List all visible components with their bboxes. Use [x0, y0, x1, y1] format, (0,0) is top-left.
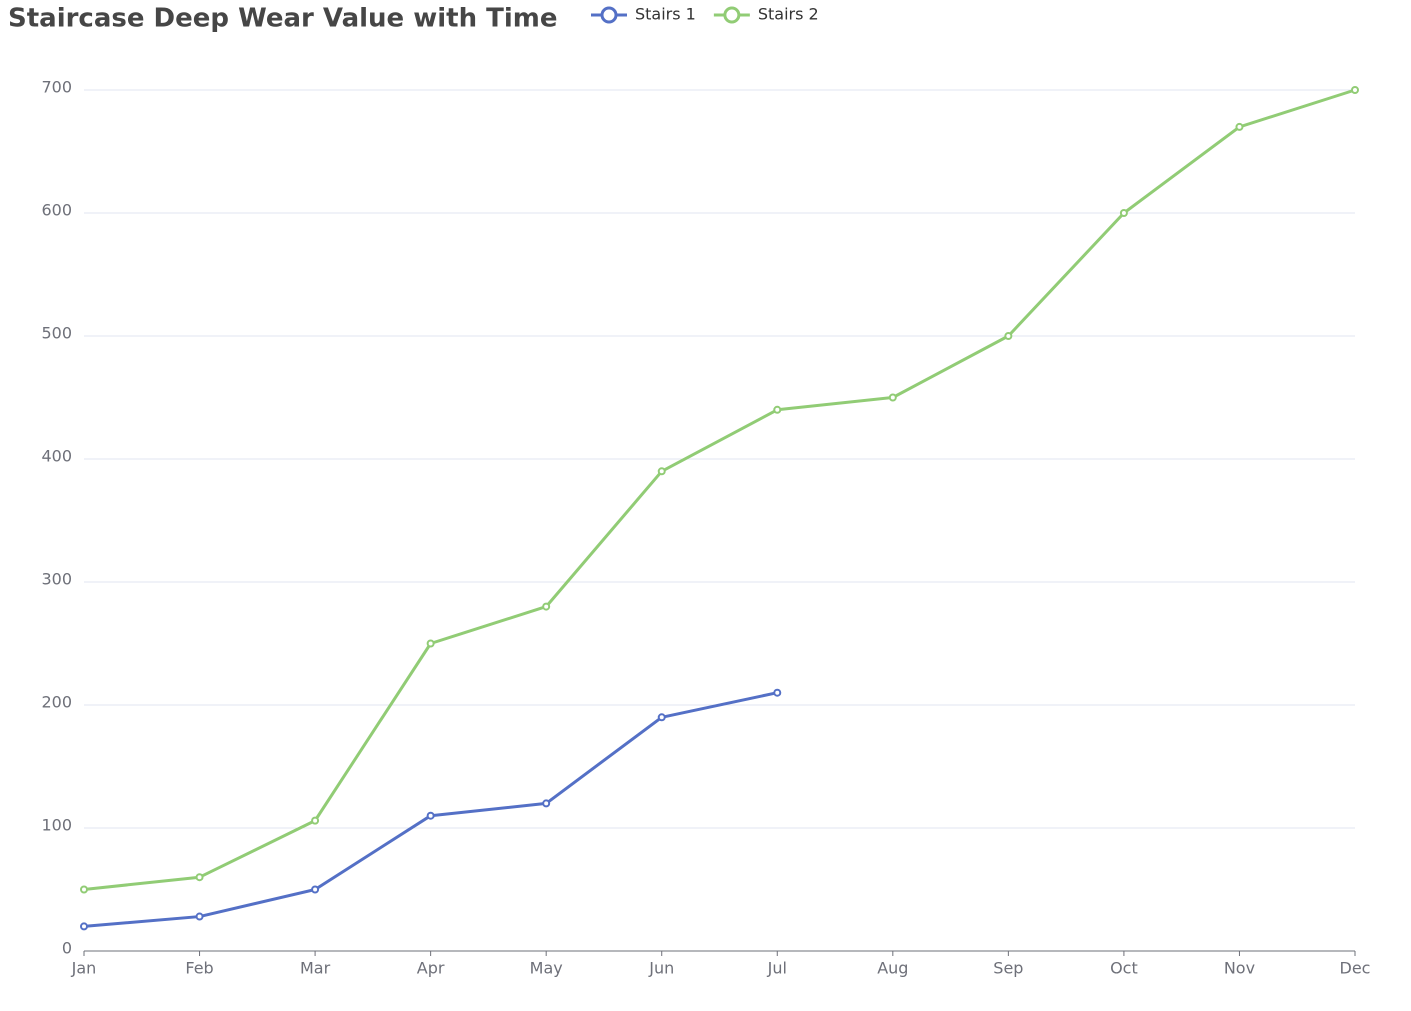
point — [542, 602, 551, 611]
point — [1351, 86, 1359, 94]
x-tick-label: Apr — [417, 959, 445, 978]
point — [1119, 209, 1128, 217]
point — [657, 467, 666, 476]
series-line — [83, 88, 1356, 891]
legend-label: Stairs 1 — [635, 5, 696, 24]
point — [80, 922, 88, 931]
y-tick-label: 500 — [41, 324, 72, 343]
point — [311, 885, 320, 894]
x-tick-label: Dec — [1340, 959, 1371, 978]
x-tick-label: Jan — [71, 959, 97, 978]
point — [426, 639, 435, 648]
series-line — [83, 691, 778, 928]
legend-icon — [600, 6, 618, 24]
x-tick-label: Nov — [1224, 959, 1255, 978]
y-tick-label: 400 — [41, 447, 72, 466]
y-tick-label: 600 — [41, 201, 72, 220]
point — [311, 816, 320, 825]
x-tick-label: May — [530, 959, 563, 978]
point — [195, 873, 204, 882]
y-tick-label: 200 — [41, 693, 72, 712]
x-tick-label: Jul — [767, 959, 787, 978]
point — [773, 405, 782, 414]
x-tick-label: Feb — [185, 959, 213, 978]
point — [542, 799, 551, 808]
y-tick-label: 100 — [41, 816, 72, 835]
chart-title: Staircase Deep Wear Value with Time — [8, 4, 558, 34]
point — [773, 688, 782, 697]
y-tick-label: 300 — [41, 570, 72, 589]
point — [426, 811, 435, 820]
legend-label: Stairs 2 — [758, 5, 819, 24]
legend-icon — [723, 6, 741, 24]
y-tick-label: 700 — [41, 78, 72, 97]
point — [80, 885, 88, 894]
x-tick-label: Mar — [300, 959, 331, 978]
x-tick-label: Oct — [1110, 959, 1138, 978]
y-tick-label: 0 — [62, 939, 72, 958]
point — [1235, 122, 1244, 131]
point — [195, 912, 204, 921]
point — [888, 393, 897, 402]
point — [657, 713, 666, 722]
x-tick-label: Sep — [993, 959, 1023, 978]
point — [1004, 332, 1013, 340]
x-tick-label: Jun — [648, 959, 674, 978]
x-tick-label: Aug — [877, 959, 908, 978]
